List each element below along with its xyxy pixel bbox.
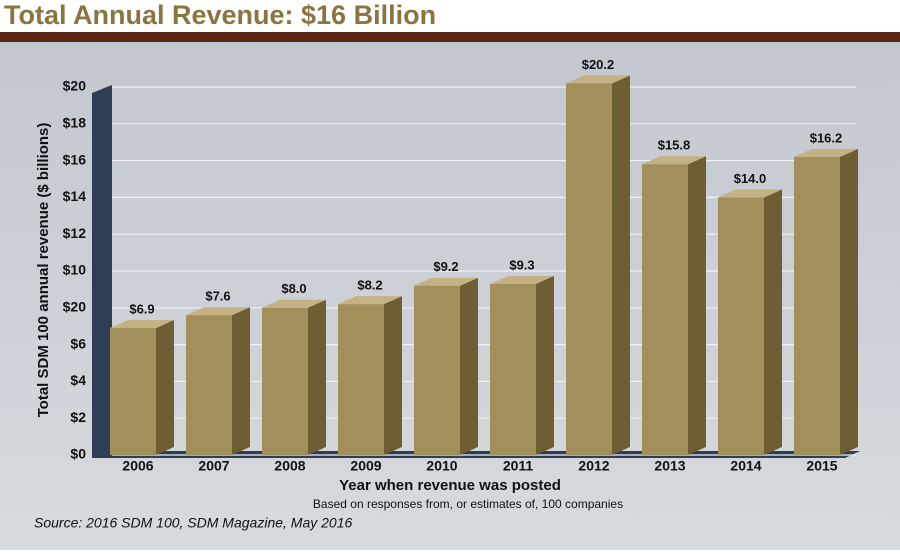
- bar: [794, 156, 840, 456]
- note: Based on responses from, or estimates of…: [313, 497, 623, 511]
- y-tick-label: $20: [63, 299, 87, 315]
- bar-side: [688, 156, 706, 455]
- bar-top: [566, 75, 630, 84]
- y-axis-label: Total SDM 100 annual revenue ($ billions…: [35, 123, 52, 418]
- bar-top: [794, 148, 858, 157]
- bar-top: [338, 296, 402, 305]
- bar-side: [460, 277, 478, 455]
- bar-top: [414, 277, 478, 286]
- title-rule: [0, 32, 900, 42]
- x-tick-label: 2009: [350, 458, 381, 474]
- bar-top: [186, 307, 250, 316]
- value-label: $15.8: [658, 138, 691, 153]
- x-tick-label: 2007: [198, 458, 229, 474]
- value-label: $9.2: [433, 259, 458, 274]
- bar: [642, 164, 688, 455]
- value-label: $16.2: [810, 130, 843, 145]
- y-tick-label: $16: [63, 151, 87, 167]
- x-tick-label: 2011: [503, 458, 534, 474]
- bar-side: [156, 320, 174, 455]
- y-tick-label: $18: [63, 115, 87, 131]
- bar: [110, 328, 156, 455]
- chart-title: Total Annual Revenue: $16 Billion: [4, 0, 436, 30]
- axis-wall: [92, 85, 112, 458]
- value-label: $14.0: [734, 171, 767, 186]
- y-tick-label: $14: [63, 188, 87, 204]
- bar-side: [612, 75, 630, 455]
- value-label: $8.0: [281, 281, 306, 296]
- bar-top: [718, 189, 782, 198]
- value-label: $8.2: [357, 278, 382, 293]
- x-tick-label: 2013: [654, 458, 685, 474]
- x-tick-label: 2006: [122, 458, 153, 474]
- y-tick-label: $12: [63, 225, 87, 241]
- bar: [490, 283, 536, 455]
- bar-top: [490, 275, 554, 284]
- x-tick-label: 2008: [274, 458, 305, 474]
- bar-top: [262, 299, 326, 308]
- y-tick-label: $20: [63, 78, 87, 94]
- source: Source: 2016 SDM 100, SDM Magazine, May …: [34, 515, 352, 531]
- bar: [718, 197, 764, 455]
- x-tick-label: 2014: [730, 458, 761, 474]
- value-label: $20.2: [582, 57, 615, 72]
- bar: [566, 83, 612, 455]
- x-tick-label: 2015: [806, 458, 837, 474]
- bar-side: [308, 299, 326, 455]
- title-area: [0, 0, 900, 34]
- bar: [262, 307, 308, 455]
- bar-side: [232, 307, 250, 455]
- bar-side: [840, 148, 858, 456]
- x-axis-label: Year when revenue was posted: [339, 477, 561, 494]
- bar-side: [536, 275, 554, 455]
- y-tick-label: $4: [70, 372, 86, 388]
- value-label: $7.6: [205, 289, 230, 304]
- value-label: $6.9: [129, 301, 154, 316]
- y-tick-label: $6: [70, 335, 86, 351]
- bar-side: [384, 296, 402, 455]
- y-tick-label: $2: [70, 409, 86, 425]
- bar: [338, 304, 384, 455]
- bar-side: [764, 189, 782, 455]
- x-tick-label: 2012: [578, 458, 609, 474]
- bar: [186, 315, 232, 455]
- y-tick-label: $10: [63, 262, 87, 278]
- bar: [414, 285, 460, 455]
- bar-top: [110, 320, 174, 329]
- x-tick-label: 2010: [426, 458, 457, 474]
- value-label: $9.3: [509, 257, 534, 272]
- y-tick-label: $0: [70, 446, 86, 462]
- bar-top: [642, 156, 706, 165]
